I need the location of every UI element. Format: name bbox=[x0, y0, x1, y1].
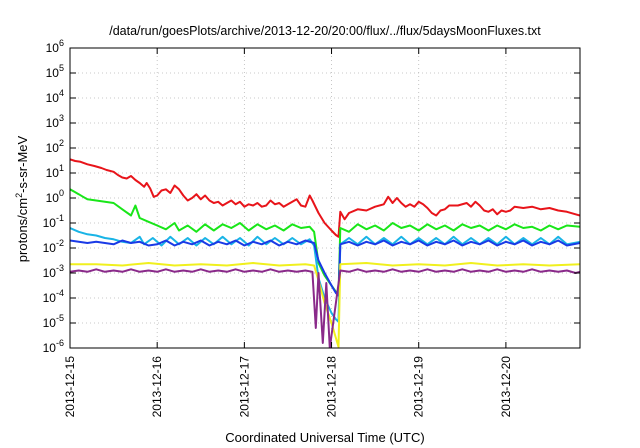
series-line-4 bbox=[70, 239, 580, 297]
y-tick-base: 10 bbox=[43, 216, 57, 230]
y-tick-label: 10-2 bbox=[43, 238, 64, 255]
y-tick-base: 10 bbox=[46, 91, 60, 105]
y-tick-base: 10 bbox=[46, 41, 60, 55]
y-tick-base: 10 bbox=[46, 141, 60, 155]
y-tick-base: 10 bbox=[43, 241, 57, 255]
y-tick-base: 10 bbox=[43, 341, 57, 355]
x-tick-label: 2013-12-20 bbox=[499, 356, 513, 418]
series-line-1 bbox=[70, 158, 580, 238]
y-axis-label: protons/cm2-s-sr-MeV bbox=[14, 135, 30, 262]
y-tick-exponent: 5 bbox=[59, 63, 64, 73]
series-line-2 bbox=[70, 188, 580, 296]
y-tick-exponent: 1 bbox=[59, 163, 64, 173]
ticks bbox=[69, 47, 580, 349]
y-tick-label: 101 bbox=[46, 163, 64, 180]
chart-title: /data/run/goesPlots/archive/2013-12-20/2… bbox=[109, 24, 541, 38]
y-tick-base: 10 bbox=[46, 116, 60, 130]
y-tick-exponent: -4 bbox=[56, 288, 64, 298]
x-tick-label: 2013-12-15 bbox=[63, 356, 77, 418]
x-tick-labels: 2013-12-15 2013-12-16 2013-12-17 2013-12-18… bbox=[63, 356, 513, 418]
y-tick-exponent: 4 bbox=[59, 88, 64, 98]
y-tick-labels: 10-610-510-410-310-210-11001011021031041… bbox=[43, 38, 64, 355]
y-axis-label-rest: -s-sr-MeV bbox=[15, 135, 30, 192]
y-tick-label: 10-1 bbox=[43, 213, 64, 230]
series-line-6 bbox=[70, 268, 580, 348]
y-tick-exponent: -1 bbox=[56, 213, 64, 223]
y-tick-base: 10 bbox=[43, 316, 57, 330]
x-tick-label: 2013-12-18 bbox=[325, 356, 339, 418]
y-tick-label: 10-3 bbox=[43, 263, 64, 280]
series-layer bbox=[70, 158, 580, 348]
y-tick-exponent: 6 bbox=[59, 38, 64, 48]
y-tick-label: 100 bbox=[46, 188, 64, 205]
y-tick-label: 10-6 bbox=[43, 338, 64, 355]
y-tick-exponent: -3 bbox=[56, 263, 64, 273]
y-tick-exponent: 0 bbox=[59, 188, 64, 198]
y-tick-label: 102 bbox=[46, 138, 64, 155]
y-tick-base: 10 bbox=[46, 166, 60, 180]
y-tick-exponent: 2 bbox=[59, 138, 64, 148]
x-tick-label: 2013-12-16 bbox=[150, 356, 164, 418]
y-tick-base: 10 bbox=[46, 191, 60, 205]
y-axis-label-sup: 2 bbox=[14, 193, 24, 198]
y-tick-exponent: -6 bbox=[56, 338, 64, 348]
y-tick-label: 10-4 bbox=[43, 288, 64, 305]
y-tick-exponent: -2 bbox=[56, 238, 64, 248]
y-tick-base: 10 bbox=[43, 266, 57, 280]
y-tick-label: 103 bbox=[46, 113, 64, 130]
y-tick-exponent: -5 bbox=[56, 313, 64, 323]
y-tick-base: 10 bbox=[43, 291, 57, 305]
y-tick-label: 104 bbox=[46, 88, 64, 105]
y-tick-exponent: 3 bbox=[59, 113, 64, 123]
x-axis-label: Coordinated Universal Time (UTC) bbox=[225, 430, 424, 445]
y-tick-label: 105 bbox=[46, 63, 64, 80]
x-tick-label: 2013-12-17 bbox=[237, 356, 251, 418]
y-tick-base: 10 bbox=[46, 66, 60, 80]
y-axis-label-base: protons/cm bbox=[15, 198, 30, 262]
grid bbox=[70, 48, 580, 348]
y-tick-label: 10-5 bbox=[43, 313, 64, 330]
y-tick-label: 106 bbox=[46, 38, 64, 55]
x-tick-label: 2013-12-19 bbox=[412, 356, 426, 418]
